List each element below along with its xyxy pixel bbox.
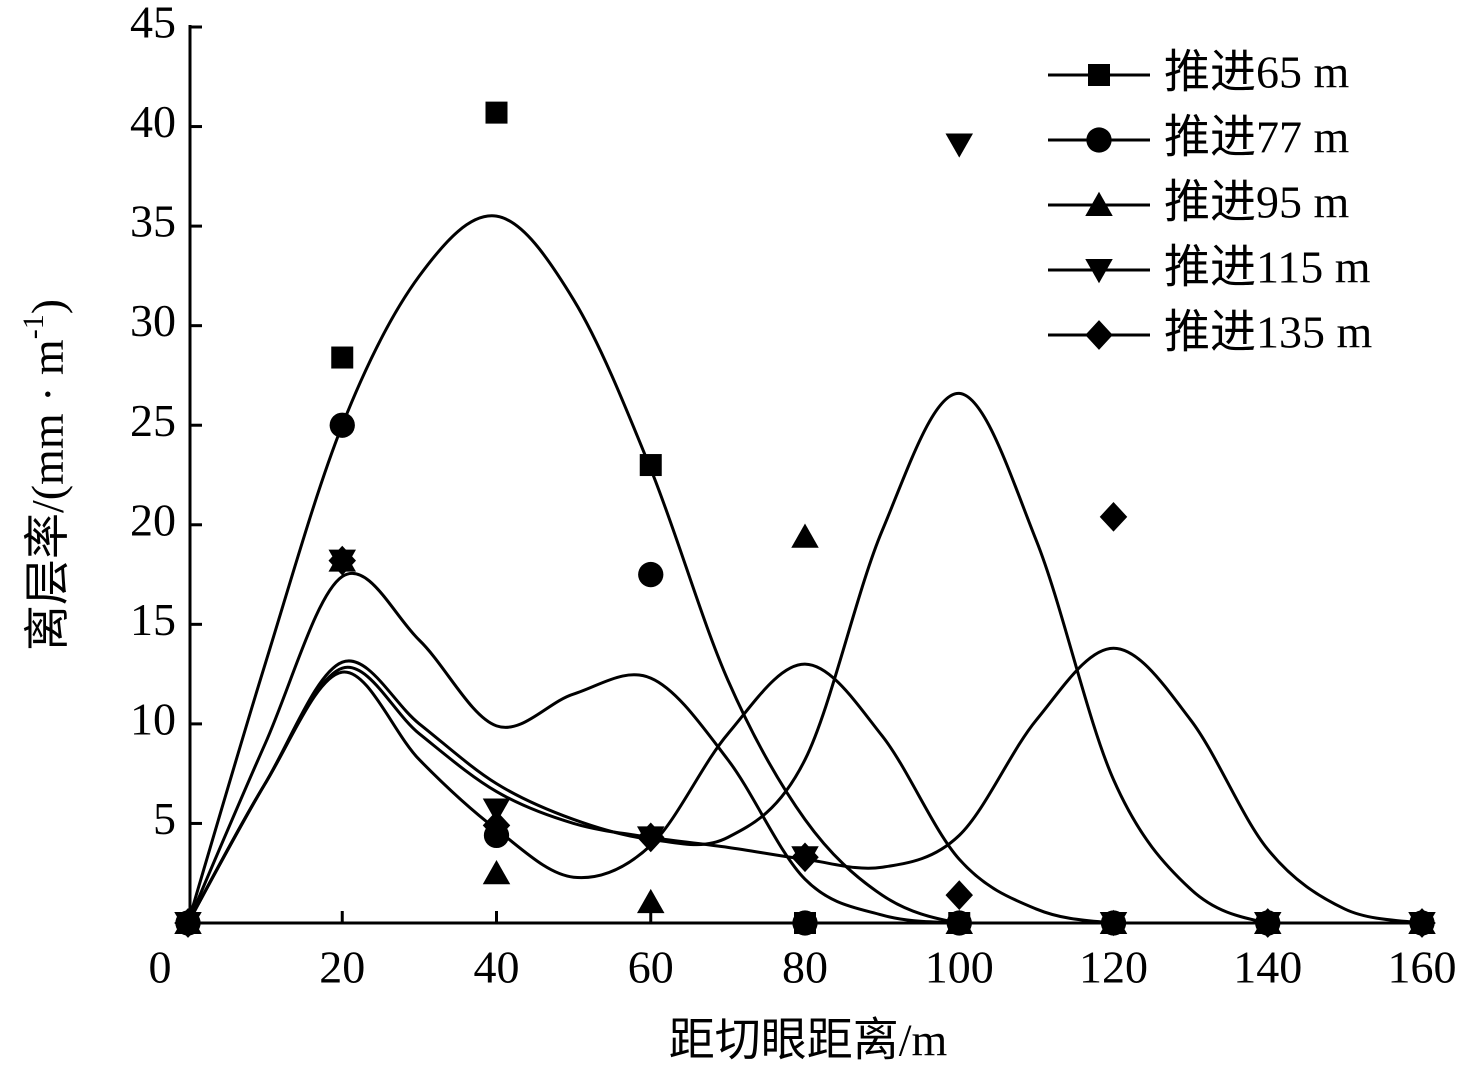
y-tick-label: 40 xyxy=(130,96,176,147)
x-tick-label: 100 xyxy=(925,942,994,993)
x-tick-label: 0 xyxy=(149,942,172,993)
marker xyxy=(1085,191,1113,216)
marker xyxy=(637,822,665,853)
marker xyxy=(945,880,973,910)
marker xyxy=(791,842,819,873)
marker xyxy=(1085,320,1113,350)
y-axis-label-end: ) xyxy=(22,299,73,314)
marker xyxy=(637,888,665,914)
marker xyxy=(329,412,355,438)
marker xyxy=(482,810,511,841)
marker xyxy=(485,101,508,124)
fit-curve xyxy=(188,646,1423,923)
marker xyxy=(1086,127,1112,153)
fit-curve xyxy=(188,391,1422,923)
y-tick-label: 5 xyxy=(153,793,176,844)
marker xyxy=(1408,908,1436,938)
x-tick-label: 60 xyxy=(628,942,674,993)
marker xyxy=(945,909,973,934)
x-tick-label: 40 xyxy=(474,942,520,993)
y-axis-label-sup: -1 xyxy=(17,314,50,339)
y-tick-label: 25 xyxy=(130,395,176,446)
legend-label: 推进115 m xyxy=(1164,242,1371,293)
marker xyxy=(331,346,354,369)
x-tick-label: 120 xyxy=(1079,942,1148,993)
marker xyxy=(792,910,818,936)
y-axis-label: 离层率/(mm · m-1) xyxy=(17,299,73,651)
marker xyxy=(1099,501,1128,532)
marker xyxy=(174,908,202,938)
y-tick-label: 45 xyxy=(130,0,176,48)
legend-label: 推进65 m xyxy=(1164,47,1350,98)
marker xyxy=(638,561,664,588)
legend-label: 推进77 m xyxy=(1164,112,1350,163)
marker xyxy=(1254,908,1282,938)
marker xyxy=(1085,259,1113,284)
y-tick-label: 30 xyxy=(130,295,176,346)
fit-curve xyxy=(188,662,1422,923)
fit-curve xyxy=(188,572,1422,923)
marker xyxy=(791,523,819,548)
marker xyxy=(1088,64,1110,86)
x-tick-label: 20 xyxy=(319,942,365,993)
x-axis-label: 距切眼距离/m xyxy=(669,1015,948,1066)
marker xyxy=(482,860,511,885)
y-axis-label-text: 离层率/(mm · m xyxy=(22,339,73,651)
x-tick-label: 140 xyxy=(1233,942,1302,993)
marker xyxy=(328,545,356,576)
y-tick-label: 35 xyxy=(130,196,176,247)
legend-label: 推进95 m xyxy=(1164,177,1350,228)
x-tick-label: 80 xyxy=(782,942,828,993)
marker xyxy=(1099,912,1128,937)
y-tick-label: 20 xyxy=(130,494,176,545)
marker xyxy=(639,454,662,477)
y-tick-label: 10 xyxy=(130,693,176,744)
x-tick-label: 160 xyxy=(1388,942,1457,993)
legend-label: 推进135 m xyxy=(1164,307,1373,358)
marker xyxy=(945,133,973,158)
y-tick-label: 15 xyxy=(130,594,176,645)
